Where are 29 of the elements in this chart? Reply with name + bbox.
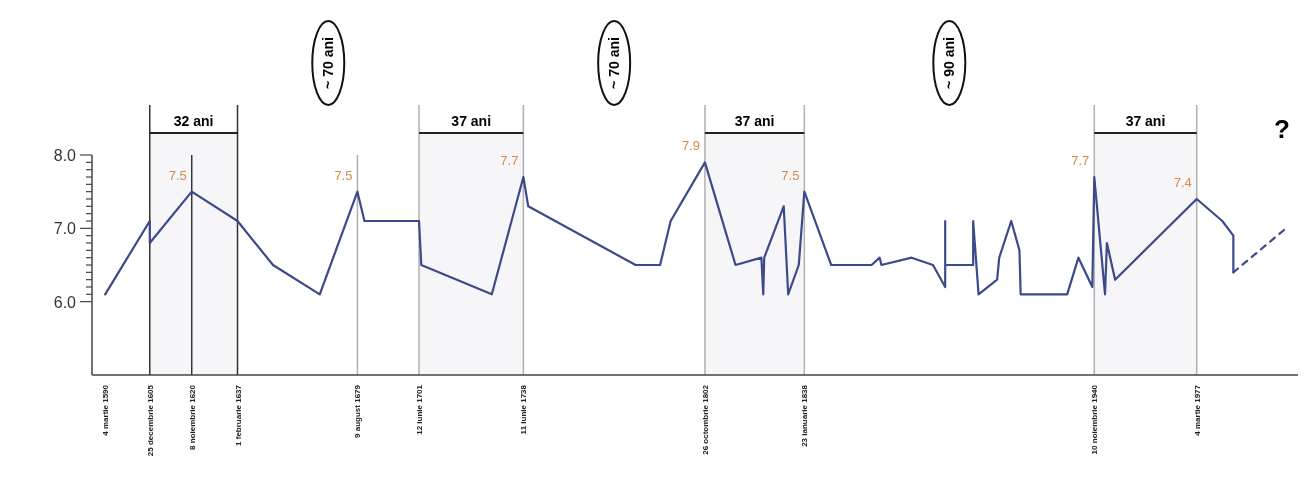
- x-tick-label: 26 octombrie 1802: [700, 384, 710, 455]
- x-tick-label: 9 august 1679: [353, 384, 363, 438]
- x-tick-label: 8 noiembrie 1620: [187, 384, 197, 450]
- text: ~ 70 ani: [606, 37, 623, 89]
- band-label: 37 ani: [451, 113, 492, 129]
- y-tick-label: 8.0: [53, 147, 77, 164]
- text: ?: [1274, 114, 1290, 144]
- x-tick-label: 12 iunie 1701: [415, 384, 425, 435]
- data-label: 7.7: [500, 153, 519, 168]
- y-tick-label: 6.0: [53, 293, 77, 311]
- x-tick-label: 11 iunie 1738: [519, 384, 529, 435]
- x-tick-label: 10 noiembrie 1940: [1090, 384, 1100, 455]
- band-label: 32 ani: [173, 113, 214, 129]
- data-label: 7.5: [168, 167, 187, 183]
- data-label: 7.4: [1173, 175, 1192, 190]
- y-tick-label: 7.0: [53, 220, 77, 238]
- x-tick-label: 4 martie 1590: [101, 384, 111, 436]
- x-tick-label: 23 ianuarie 1838: [800, 384, 810, 447]
- text: ~ 70 ani: [320, 37, 337, 89]
- text: ~ 90 ani: [941, 37, 958, 89]
- data-label: 7.5: [334, 167, 353, 183]
- x-tick-label: 1 februarie 1637: [233, 384, 243, 446]
- x-tick-label: 25 decembrie 1605: [145, 384, 155, 457]
- data-label: 7.7: [1071, 153, 1090, 168]
- data-label: 7.5: [781, 167, 800, 183]
- band-label: 37 ani: [734, 113, 775, 129]
- x-tick-label: 4 martie 1977: [1192, 384, 1202, 436]
- band-label: 37 ani: [1125, 113, 1166, 129]
- data-label: 7.9: [681, 138, 700, 154]
